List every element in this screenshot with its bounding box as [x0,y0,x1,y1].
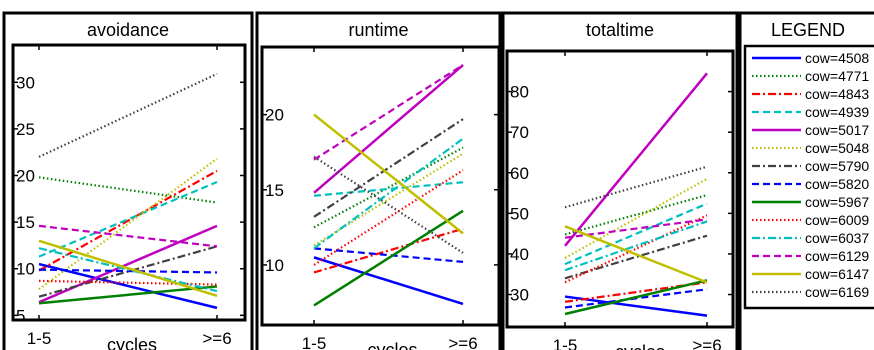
series-line [38,157,218,291]
y-tick-label: 5 [16,306,25,325]
series-line [313,64,464,161]
y-tick-label: 20 [16,167,35,186]
series-line [313,247,464,263]
series-line [38,247,218,293]
legend-label: cow=5048 [805,140,869,156]
y-tick-label: 30 [510,286,529,305]
y-tick-label: 40 [510,245,529,264]
series-line [313,146,464,229]
series-line [313,227,464,274]
series-line [313,169,464,266]
series-line [313,152,464,247]
x-tick-label: 1-5 [27,329,52,348]
series-line [564,194,708,236]
series-line [38,285,218,305]
series-line [313,137,464,250]
series-line [38,169,218,272]
legend-label: cow=6169 [805,284,869,300]
x-tick-label: >=6 [448,334,477,350]
series-line [38,181,218,258]
y-tick-label: 50 [510,204,529,223]
legend-label: cow=6129 [805,248,869,264]
series-line [38,224,218,248]
panel-frame [501,11,739,350]
series-line [313,155,464,254]
legend-label: cow=6037 [805,230,869,246]
series-line [564,220,708,272]
series-line [313,209,464,307]
series-line [38,239,218,297]
y-tick-label: 20 [265,106,284,125]
legend-label: cow=5790 [805,158,869,174]
x-axis-label: cycles [367,340,417,350]
series-line [564,177,708,259]
series-line [564,202,708,266]
y-tick-label: 15 [16,213,35,232]
y-tick-label: 30 [16,73,35,92]
legend-label: cow=5820 [805,176,869,192]
series-line [38,279,218,286]
x-tick-label: >=6 [692,336,721,350]
panel-frame [2,11,254,350]
y-tick-label: 10 [16,260,35,279]
legend-label: cow=4771 [805,68,869,84]
y-tick-label: 60 [510,164,529,183]
series-line [313,181,464,197]
plot-area [505,49,735,329]
plot-area [260,45,501,327]
x-axis-label: cycles [615,342,665,350]
series-line [38,262,218,310]
y-tick-label: 15 [265,181,284,200]
series-line [564,279,708,316]
legend-label: cow=4508 [805,50,869,66]
series-line [564,72,708,247]
panel-title: totaltime [586,20,654,40]
x-tick-label: >=6 [202,329,231,348]
y-tick-label: 10 [265,256,284,275]
legend-label: cow=5017 [805,122,869,138]
series-line [564,234,708,280]
legend-label: cow=6009 [805,212,869,228]
panel-title: avoidance [87,20,169,40]
y-tick-label: 25 [16,120,35,139]
legend-panel [738,11,874,350]
series-line [313,113,464,235]
series-line [38,268,218,274]
legend-box [743,44,874,310]
series-line [564,165,708,209]
x-tick-label: 1-5 [302,334,327,350]
series-line [38,72,218,158]
x-tick-label: 1-5 [553,336,578,350]
series-line [564,225,708,284]
series-line [313,256,464,306]
y-tick-label: 80 [510,83,529,102]
plot-area [11,43,247,322]
panel-title: runtime [348,20,408,40]
legend-title: LEGEND [771,20,845,40]
x-axis-label: cycles [107,335,157,350]
series-line [38,224,218,304]
legend-label: cow=5967 [805,194,869,210]
series-line [564,295,708,317]
legend-label: cow=6147 [805,266,869,282]
legend-label: cow=4939 [805,104,869,120]
series-line [313,118,464,218]
y-tick-label: 70 [510,123,529,142]
legend-label: cow=4843 [805,86,869,102]
